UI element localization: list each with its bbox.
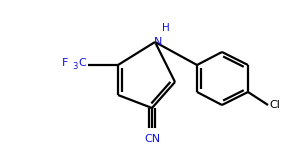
- Text: C: C: [78, 58, 86, 68]
- Text: F: F: [62, 58, 68, 68]
- Text: CN: CN: [144, 134, 160, 144]
- Text: 3: 3: [72, 62, 77, 71]
- Text: Cl: Cl: [269, 100, 280, 110]
- Text: N: N: [154, 37, 162, 47]
- Text: H: H: [162, 23, 170, 33]
